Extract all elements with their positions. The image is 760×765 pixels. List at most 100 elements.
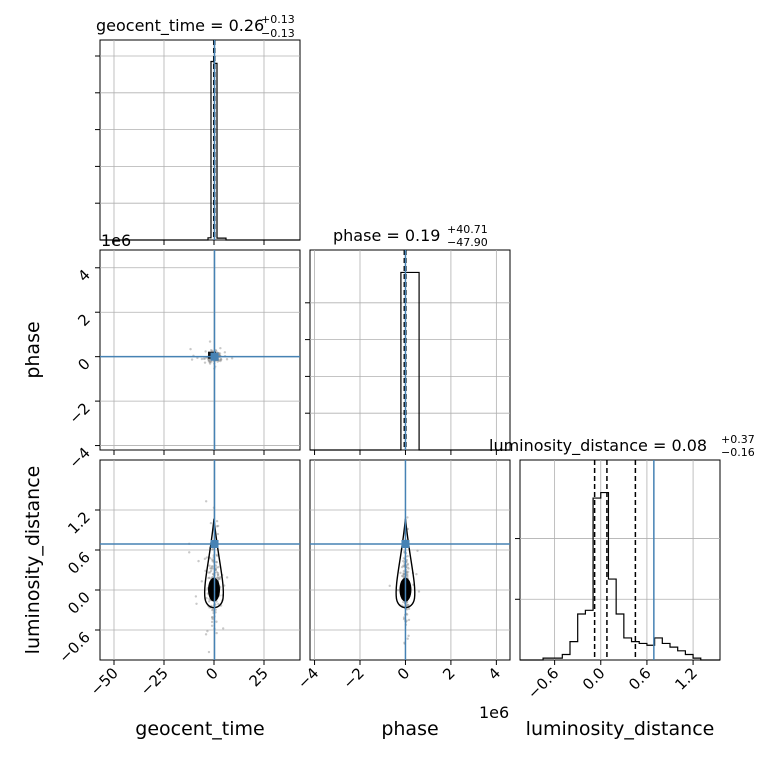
scatter-point [211, 616, 214, 619]
title-geocent-time-sub: −0.13 [261, 27, 295, 40]
panel-frame [99, 459, 301, 661]
scatter-point [210, 360, 213, 363]
y-tick-label: 0 [74, 355, 93, 374]
x-tick-label: −4 [294, 664, 322, 692]
scatter-point [208, 571, 212, 574]
scatter-point [218, 576, 221, 579]
scatter-point [210, 616, 214, 619]
scatter-point [415, 572, 418, 576]
scatter-point [211, 548, 215, 551]
scatter-point [215, 553, 219, 557]
scatter-point [222, 584, 226, 587]
scatter-point [211, 565, 214, 568]
scatter-point [215, 620, 218, 623]
scatter-point [210, 567, 213, 570]
scatter-point [405, 603, 409, 606]
scatter-point [208, 358, 211, 361]
x-tick-label: 4 [485, 664, 504, 683]
title-geocent-time: geocent_time = 0.26 [96, 16, 264, 36]
scatter-point [211, 548, 214, 551]
scatter-point [215, 519, 219, 523]
scatter-point [215, 631, 218, 635]
title-phase-sub: −47.90 [447, 236, 488, 249]
scatter-point [401, 575, 405, 578]
scatter-point [407, 634, 410, 638]
scatter-point [189, 347, 192, 351]
x-tick-label: 25 [246, 664, 272, 690]
scatter-point [219, 346, 222, 350]
title-phase-sup: +40.71 [447, 223, 488, 236]
scatter-point [203, 557, 207, 561]
y-tick-label: −0.6 [55, 628, 93, 666]
title-luminosity-distance-sub: −0.16 [721, 446, 755, 459]
scatter-point [200, 580, 204, 583]
x-tick-label: −25 [137, 664, 172, 699]
scatter-point [211, 608, 214, 612]
scatter-point [396, 588, 400, 592]
axis-ticks [95, 55, 694, 665]
phase-x-offset-text: 1e6 [479, 703, 509, 722]
scatter-point [209, 569, 213, 573]
scatter-point [215, 560, 218, 564]
x-tick-label: 2 [439, 664, 458, 683]
scatter-point [223, 351, 227, 354]
scatter-point [402, 617, 406, 621]
y-tick-label: 0.0 [64, 588, 94, 618]
panel-frame [309, 459, 511, 661]
scatter-point [216, 360, 219, 363]
histogram-phase [310, 271, 510, 451]
x-tick-label: 0 [394, 664, 413, 683]
xlabel-luminosity-distance: luminosity_distance [526, 718, 715, 740]
scatter-point [188, 551, 191, 554]
scatter-point [207, 600, 211, 603]
scatter-point [406, 555, 409, 558]
scatter-point [210, 620, 214, 624]
scatter-point [210, 565, 213, 568]
y-tick-label: 1.2 [64, 508, 94, 538]
title-phase: phase = 0.19 [333, 226, 440, 245]
scatter-point [225, 358, 229, 361]
scatter-point [209, 521, 213, 525]
scatter-point [402, 616, 406, 619]
xlabel-phase: phase [381, 718, 438, 740]
panel-frame [309, 249, 511, 451]
scatter-point [208, 361, 211, 364]
scatter-point [211, 617, 214, 621]
scatter-point [230, 357, 234, 360]
histogram-luminosity_distance [520, 491, 720, 661]
x-tick-label: 0.6 [625, 664, 655, 694]
scatter-point [405, 558, 409, 562]
scatter-point [407, 618, 411, 622]
scatter-point [208, 340, 212, 343]
scatter-point [203, 361, 207, 364]
scatter-point [217, 565, 220, 569]
scatter-point [217, 602, 220, 606]
scatter-point [402, 557, 406, 560]
scatter-point [209, 567, 212, 570]
scatter-point [207, 571, 211, 574]
scatter-point [215, 600, 218, 603]
scatter-point [218, 577, 222, 581]
scatter-point [405, 608, 409, 611]
scatter-point [216, 573, 220, 576]
scatter-point [406, 570, 410, 574]
scatter-point [406, 572, 409, 576]
scatter-point [407, 604, 410, 607]
scatter-point [406, 562, 410, 566]
scatter-point [214, 564, 218, 567]
scatter-point [215, 554, 219, 557]
truth-marker [210, 352, 219, 361]
x-tick-label: 0.0 [579, 664, 609, 694]
histogram-geocent_time [100, 60, 300, 241]
scatter-point [216, 524, 220, 528]
scatter-point [208, 564, 211, 567]
scatter-point [215, 525, 219, 528]
scatter-point [402, 573, 406, 576]
scatter-point [215, 570, 219, 574]
scatter-point [206, 629, 209, 633]
scatter-point [402, 600, 405, 604]
panel-frame [99, 249, 301, 451]
scatter-point [211, 559, 214, 563]
x-tick-label: 1.2 [671, 664, 701, 694]
scatter-point [205, 597, 208, 600]
